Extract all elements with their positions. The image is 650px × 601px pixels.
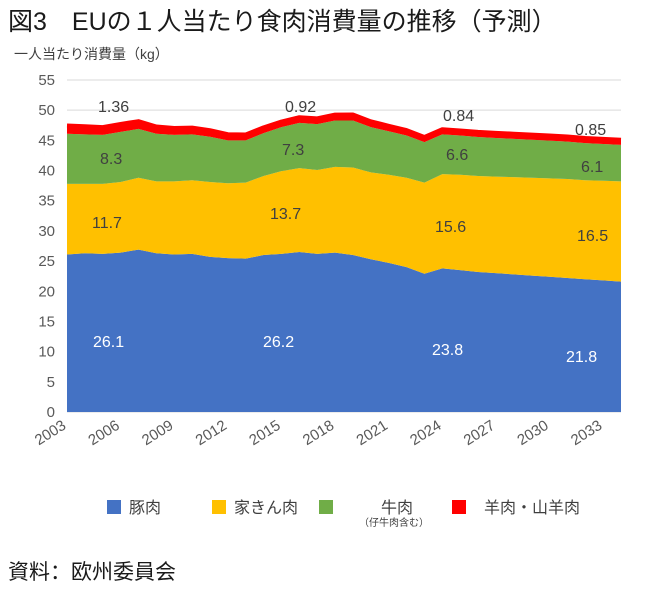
sheepgoat-top-edge	[66, 112, 622, 142]
y-axis-tick-labels: 0 5 10 15 20 25 30 35 40 45 50 55	[38, 72, 55, 421]
x-tick-label: 2006	[85, 417, 122, 449]
x-tick-label: 2012	[193, 417, 230, 449]
data-label: 7.3	[282, 142, 304, 159]
x-tick-label: 2015	[246, 417, 283, 449]
chart-container: 0 5 10 15 20 25 30 35 40 45 50 55 2003 2006 2009 2012 2…	[0, 66, 650, 486]
area-series-beef	[67, 120, 621, 184]
data-label: 6.6	[446, 147, 468, 164]
chart-legend: 豚肉 家きん肉 牛肉 （仔牛肉含む） 羊肉・山羊肉	[0, 492, 650, 544]
data-labels-group: 1.36 0.92 0.84 0.85 8.3 7.3 6.6 6.1 11.7 13.7 15.6…	[92, 99, 608, 366]
data-label: 0.92	[285, 99, 316, 116]
data-label: 26.1	[93, 334, 124, 351]
x-tick-label: 2018	[300, 417, 337, 449]
y-tick-label: 35	[38, 193, 55, 210]
data-label: 23.8	[432, 342, 463, 359]
data-label: 6.1	[581, 159, 603, 176]
y-tick-label: 15	[38, 313, 55, 330]
data-label: 21.8	[566, 349, 597, 366]
legend-sublabel: （仔牛肉含む）	[359, 518, 429, 529]
legend-label: 豚肉	[129, 500, 162, 517]
y-tick-label: 30	[38, 223, 55, 240]
data-label: 0.84	[443, 108, 474, 125]
x-tick-label: 2009	[139, 417, 176, 449]
x-tick-label: 2003	[32, 417, 69, 449]
y-tick-label: 5	[47, 374, 55, 391]
data-label: 1.36	[98, 99, 129, 116]
legend-label: 家きん肉	[234, 500, 299, 517]
data-label: 13.7	[270, 206, 301, 223]
y-tick-label: 10	[38, 344, 55, 361]
legend-label: 牛肉	[381, 500, 414, 517]
y-tick-label: 40	[38, 163, 55, 180]
x-tick-label: 2033	[568, 417, 605, 449]
legend-swatch-sheepgoat	[452, 500, 466, 514]
area-series-pork	[67, 249, 621, 412]
x-tick-label: 2024	[407, 417, 444, 449]
x-tick-label: 2030	[514, 417, 551, 449]
y-tick-label: 20	[38, 283, 55, 300]
legend-label: 羊肉・山羊肉	[484, 500, 581, 517]
data-label: 0.85	[575, 122, 606, 139]
data-label: 11.7	[92, 215, 122, 232]
y-tick-label: 45	[38, 132, 55, 149]
legend-swatch-beef	[319, 500, 333, 514]
y-tick-label: 0	[47, 404, 55, 421]
y-tick-label: 25	[38, 253, 55, 270]
data-label: 15.6	[435, 219, 466, 236]
y-tick-label: 55	[38, 72, 55, 89]
data-label: 16.5	[577, 228, 608, 245]
y-tick-label: 50	[38, 102, 55, 119]
y-axis-title: 一人当たり消費量（kg）	[14, 46, 169, 62]
source-note: 資料：欧州委員会	[8, 561, 176, 584]
data-label: 26.2	[263, 334, 294, 351]
x-tick-label: 2021	[353, 417, 390, 449]
x-axis-tick-labels: 2003 2006 2009 2012 2015 2018 2021 2024 2027 2030…	[32, 417, 605, 449]
x-tick-label: 2027	[461, 417, 498, 449]
legend-swatch-pork	[107, 500, 121, 514]
data-label: 8.3	[100, 151, 122, 168]
page-title: 図3 EUの１人当たり食肉消費量の推移（予測）	[8, 8, 557, 36]
legend-swatch-poultry	[212, 500, 226, 514]
area-series-poultry	[67, 166, 621, 282]
area-series-group	[66, 112, 622, 412]
